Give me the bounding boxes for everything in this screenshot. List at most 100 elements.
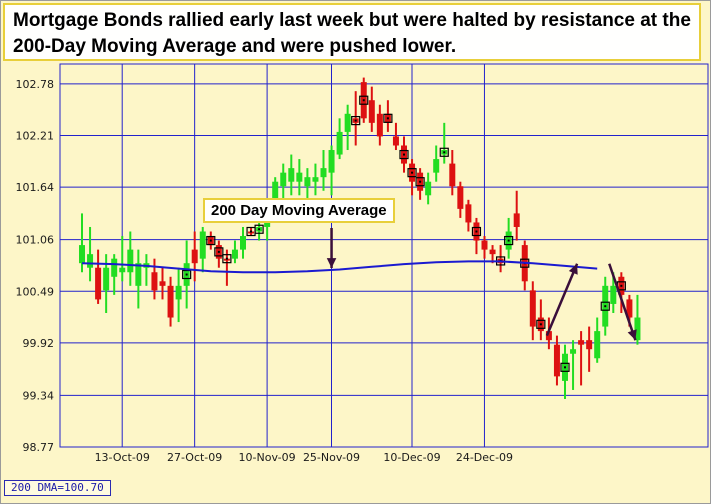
signal-marker-dot xyxy=(217,250,220,253)
candle-body xyxy=(489,249,496,255)
candle-body xyxy=(553,344,560,377)
candle-body xyxy=(87,254,94,268)
x-tick-label: 13-Oct-09 xyxy=(95,451,150,464)
candle-body xyxy=(368,100,375,123)
candle-body xyxy=(610,285,617,304)
moving-average-line xyxy=(81,260,598,274)
signal-marker-dot xyxy=(258,228,261,231)
signal-marker-dot xyxy=(354,119,357,122)
signal-marker xyxy=(504,235,514,246)
candle-body xyxy=(167,285,174,318)
candle-body xyxy=(240,236,246,250)
candle-body xyxy=(119,267,126,273)
candle-body xyxy=(457,186,464,209)
candle-body xyxy=(79,245,85,264)
y-tick-label: 101.64 xyxy=(16,181,55,194)
candle-body xyxy=(199,231,206,259)
candle-body xyxy=(481,240,488,250)
candle-body xyxy=(288,168,295,182)
signal-marker-dot xyxy=(475,230,478,233)
x-tick-label: 25-Nov-09 xyxy=(303,451,360,464)
signal-marker xyxy=(206,235,216,246)
arrow-head xyxy=(627,329,637,341)
candle-body xyxy=(626,299,633,318)
signal-marker-dot xyxy=(403,153,405,156)
candle-body xyxy=(570,349,577,354)
arrow-shaft xyxy=(608,263,637,341)
annotation-arrows xyxy=(326,228,637,341)
signal-marker xyxy=(415,177,425,187)
arrow-head xyxy=(326,258,337,268)
signal-marker-dot xyxy=(185,273,188,276)
x-tick-label: 24-Dec-09 xyxy=(456,451,513,464)
signal-marker-dot xyxy=(564,366,566,369)
signal-marker xyxy=(182,269,192,280)
signal-marker xyxy=(399,149,409,160)
signal-marker xyxy=(600,301,610,311)
x-tick-label: 10-Nov-09 xyxy=(239,451,296,464)
signal-marker-dot xyxy=(386,117,389,120)
candle-body xyxy=(103,267,110,291)
signal-marker-dot xyxy=(507,239,510,242)
candle-body xyxy=(159,281,166,286)
signal-marker-dot xyxy=(209,239,212,242)
dma-readout: 200 DMA=100.70 xyxy=(4,480,111,496)
candle-body xyxy=(344,113,351,132)
signal-marker xyxy=(471,226,482,237)
candle-body xyxy=(175,285,182,300)
y-tick-label: 100.49 xyxy=(16,285,55,298)
y-tick-label: 99.92 xyxy=(23,337,55,350)
candle-body xyxy=(545,331,552,341)
signal-marker xyxy=(222,254,232,264)
signal-marker-dot xyxy=(620,284,623,287)
y-axis-ticks: 102.78 102.21 101.64 101.06 100.49 99.92 99.34… xyxy=(16,78,55,454)
candle-body xyxy=(433,159,440,173)
candle-body xyxy=(376,113,383,137)
candle-body xyxy=(191,249,198,264)
signal-marker-dot xyxy=(604,305,607,308)
candle-body xyxy=(578,340,585,345)
x-axis-ticks: 13-Oct-09 27-Oct-09 10-Nov-09 25-Nov-09 10-D… xyxy=(95,451,513,464)
candle-body xyxy=(304,177,311,187)
candle-body xyxy=(465,204,472,223)
candle-body xyxy=(111,258,118,277)
candle-body xyxy=(312,177,319,182)
plot-area xyxy=(59,63,709,448)
candle-body xyxy=(151,272,158,291)
y-tick-label: 102.78 xyxy=(16,78,55,91)
signal-marker xyxy=(254,224,264,234)
candle-body xyxy=(634,317,641,341)
signal-marker-dot xyxy=(443,151,446,154)
y-tick-label: 101.06 xyxy=(16,234,55,247)
candle-body xyxy=(594,331,601,359)
signal-marker xyxy=(560,362,570,372)
signal-marker-dot xyxy=(419,180,422,183)
candle-body xyxy=(513,213,520,227)
arrow-shaft xyxy=(545,263,579,337)
candle-body xyxy=(320,168,327,178)
candle-body xyxy=(529,290,536,327)
chart-headline: Mortgage Bonds rallied early last week b… xyxy=(3,3,701,61)
x-tick-label: 27-Oct-09 xyxy=(167,451,222,464)
y-tick-label: 99.34 xyxy=(23,389,55,402)
candle-body xyxy=(264,222,271,227)
candle-body xyxy=(336,131,343,155)
signal-marker-dot xyxy=(250,230,253,233)
arrow-head xyxy=(568,263,578,275)
candle-body xyxy=(135,263,142,286)
signal-marker-dot xyxy=(362,99,365,102)
signal-marker xyxy=(359,95,369,105)
candle-body xyxy=(127,249,134,273)
x-tick-label: 10-Dec-09 xyxy=(383,451,440,464)
signal-marker xyxy=(214,247,224,257)
moving-average-annotation: 200 Day Moving Average xyxy=(203,198,395,223)
signal-marker-dot xyxy=(411,171,414,174)
y-tick-label: 102.21 xyxy=(16,130,55,143)
candle-body xyxy=(296,172,303,182)
signal-marker xyxy=(407,168,417,178)
signal-marker-dot xyxy=(225,257,228,260)
signal-marker xyxy=(383,113,393,123)
candle-body xyxy=(95,267,102,300)
signal-marker xyxy=(351,115,361,126)
